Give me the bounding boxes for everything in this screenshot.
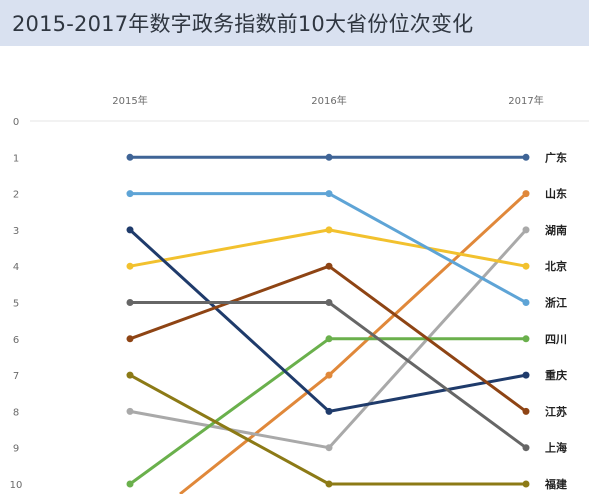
data-point	[126, 262, 134, 270]
series-label: 浙江	[545, 296, 567, 310]
data-point	[126, 335, 134, 343]
x-axis-categories: 2015年 2016年 2017年	[112, 94, 543, 107]
series-label: 山东	[545, 187, 567, 201]
y-tick-label: 8	[13, 407, 19, 418]
y-tick-label: 7	[13, 371, 19, 382]
data-point	[522, 190, 530, 198]
data-point	[325, 335, 333, 343]
y-axis-ticks: 0 1 2 3 4 5 6 7 8 9 10	[10, 117, 23, 491]
y-tick-label: 0	[13, 117, 19, 128]
x-category-label: 2015年	[112, 94, 147, 107]
y-tick-label: 9	[13, 444, 19, 455]
data-point	[325, 371, 333, 379]
data-point	[126, 299, 134, 306]
series-line-山东	[179, 192, 528, 494]
data-point	[126, 226, 134, 234]
data-point	[522, 262, 530, 270]
data-point	[126, 153, 134, 161]
x-category-label: 2017年	[508, 94, 543, 107]
data-point	[325, 153, 333, 161]
data-point	[522, 480, 530, 488]
y-tick-label: 5	[13, 299, 19, 310]
series-line-重庆	[128, 228, 527, 413]
series-label: 重庆	[545, 368, 567, 382]
chart-title: 2015-2017年数字政务指数前10大省份位次变化	[12, 12, 474, 36]
data-point	[325, 444, 333, 452]
data-point	[325, 407, 333, 415]
data-point	[126, 480, 134, 488]
data-point	[522, 444, 530, 452]
series-label: 湖南	[545, 223, 567, 237]
data-point	[325, 480, 333, 488]
y-tick-label: 2	[13, 190, 19, 201]
y-tick-label: 1	[13, 153, 19, 164]
series-label: 北京	[545, 259, 567, 273]
data-point	[126, 407, 134, 415]
series-line-福建	[129, 373, 526, 486]
data-point	[522, 299, 530, 306]
title-bar: 2015-2017年数字政务指数前10大省份位次变化	[0, 0, 589, 46]
y-tick-label: 6	[13, 335, 19, 346]
data-point	[126, 371, 134, 379]
y-tick-label: 4	[13, 262, 19, 273]
y-tick-label: 3	[13, 226, 19, 237]
data-point	[325, 262, 333, 270]
data-point	[522, 335, 530, 343]
data-point	[126, 190, 134, 198]
data-point	[325, 190, 333, 198]
series-label: 四川	[545, 333, 567, 346]
y-tick-label: 10	[10, 480, 23, 491]
data-point	[522, 371, 530, 379]
series-label: 江苏	[545, 404, 567, 418]
series-label: 福建	[544, 477, 568, 491]
data-point	[522, 407, 530, 415]
series-label: 上海	[545, 441, 567, 455]
series-lines	[126, 153, 530, 494]
data-point	[325, 226, 333, 234]
data-point	[522, 153, 530, 161]
x-category-label: 2016年	[311, 94, 346, 107]
data-point	[522, 226, 530, 234]
data-point	[325, 299, 333, 306]
series-label: 广东	[545, 150, 567, 164]
